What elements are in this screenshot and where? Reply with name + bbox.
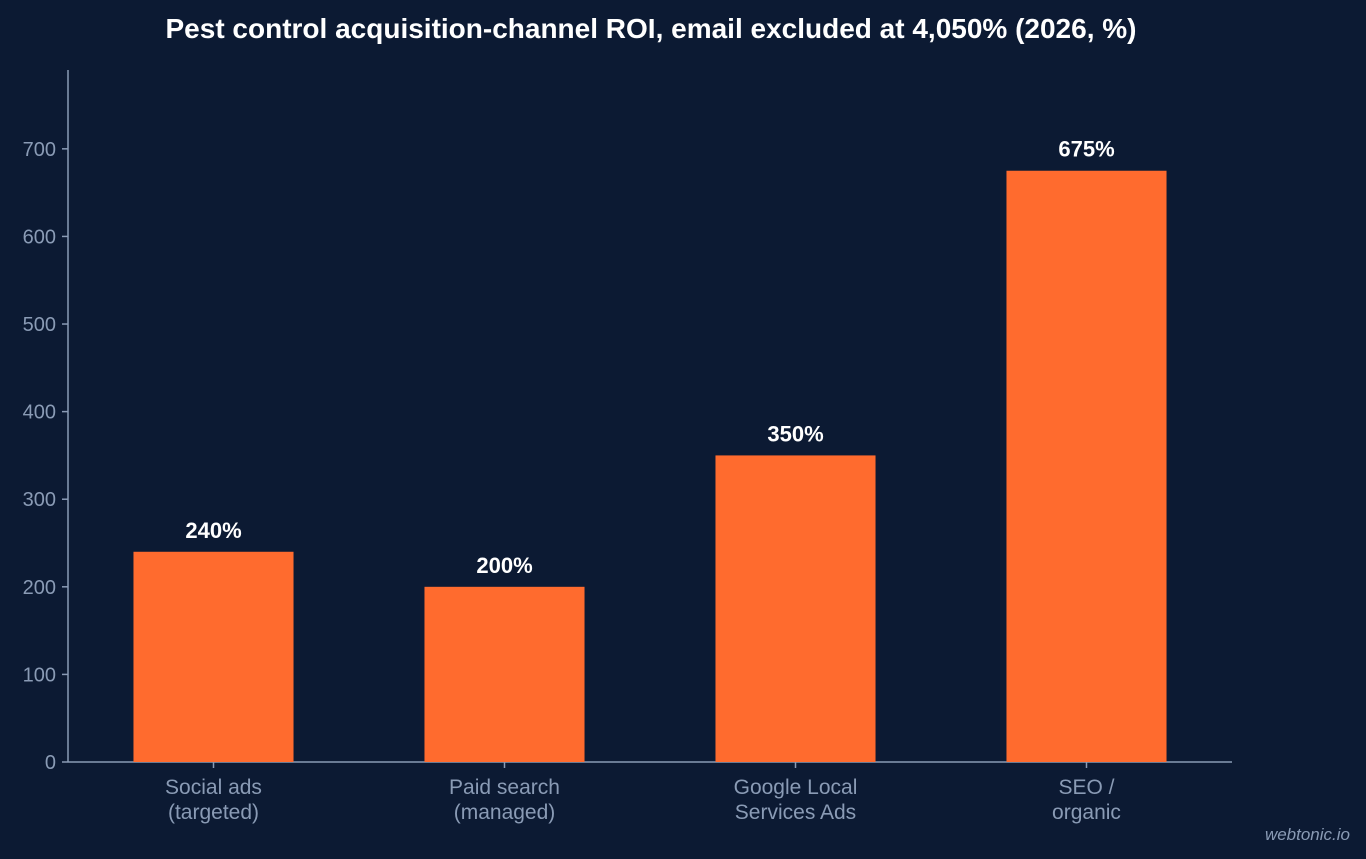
- y-axis: 0 100 200 300 400 500 600 700: [23, 70, 69, 774]
- x-tick-label: SEO /: [1058, 776, 1114, 799]
- x-tick-label: organic: [1052, 801, 1121, 824]
- data-label: 240%: [185, 518, 241, 543]
- x-tick-label: Paid search: [449, 776, 560, 799]
- y-tick-label: 300: [23, 489, 56, 511]
- x-tick-label: Social ads: [165, 776, 262, 799]
- bar: [1006, 170, 1167, 762]
- chart-title: Pest control acquisition-channel ROI, em…: [166, 13, 1137, 44]
- y-tick-label: 700: [23, 139, 56, 161]
- x-tick-label: Google Local: [734, 776, 858, 799]
- x-tick-label: Services Ads: [735, 801, 856, 824]
- data-label: 675%: [1058, 137, 1114, 162]
- bars-group: [133, 170, 1167, 762]
- data-labels-group: 240% 200% 350% 675%: [185, 137, 1114, 578]
- y-tick-label: 600: [23, 226, 56, 248]
- bar: [133, 551, 294, 762]
- y-tick-label: 0: [45, 752, 56, 774]
- watermark: webtonic.io: [1265, 825, 1350, 844]
- x-tick-label: (managed): [454, 801, 556, 824]
- x-tick-label: (targeted): [168, 801, 259, 824]
- bar: [715, 455, 876, 762]
- y-tick-label: 100: [23, 664, 56, 686]
- y-tick-label: 200: [23, 577, 56, 599]
- y-tick-label: 400: [23, 402, 56, 424]
- data-label: 200%: [476, 553, 532, 578]
- data-label: 350%: [767, 421, 823, 446]
- y-tick-label: 500: [23, 314, 56, 336]
- x-axis: Social ads(targeted) Paid search(managed)…: [68, 761, 1232, 824]
- bar: [424, 586, 585, 762]
